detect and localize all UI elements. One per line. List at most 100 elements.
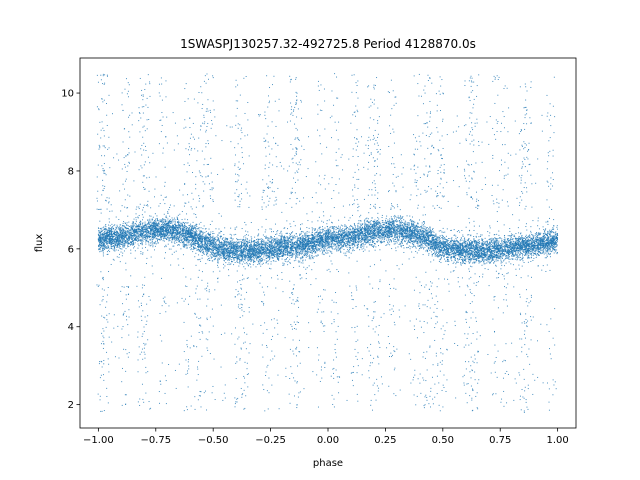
data-point — [536, 242, 538, 244]
data-point — [279, 244, 281, 246]
data-point — [263, 242, 265, 244]
data-point — [368, 227, 370, 229]
data-point — [330, 237, 332, 239]
data-point — [193, 243, 195, 245]
data-point — [385, 244, 387, 246]
data-point — [317, 229, 319, 231]
data-point — [245, 249, 247, 251]
data-point — [414, 245, 416, 247]
data-point — [519, 245, 521, 247]
data-point — [197, 234, 199, 236]
data-point — [319, 249, 321, 251]
data-point — [312, 242, 314, 244]
data-point — [449, 253, 451, 255]
data-point — [366, 227, 368, 229]
data-point — [529, 240, 531, 242]
data-point — [468, 253, 470, 255]
data-point — [442, 239, 444, 241]
data-point — [474, 249, 476, 251]
data-point — [395, 234, 397, 236]
data-point — [455, 237, 457, 239]
data-point — [240, 249, 242, 251]
data-point — [188, 233, 190, 235]
data-point — [478, 239, 480, 241]
data-point — [189, 228, 191, 230]
data-point — [436, 246, 438, 248]
data-point — [197, 241, 199, 243]
data-point — [234, 246, 236, 248]
data-point — [329, 239, 331, 241]
data-point — [509, 248, 511, 250]
data-point — [342, 241, 344, 243]
data-point — [168, 238, 170, 240]
data-point — [538, 237, 540, 239]
data-point — [241, 241, 243, 243]
data-point — [430, 242, 432, 244]
data-point — [224, 241, 226, 243]
data-point — [143, 230, 145, 232]
data-point — [366, 242, 368, 244]
data-point — [418, 230, 420, 232]
data-point — [100, 227, 102, 229]
data-point — [535, 247, 537, 249]
data-point — [228, 246, 230, 248]
data-point — [367, 240, 369, 242]
data-point — [108, 229, 110, 231]
data-point — [118, 239, 120, 241]
data-point — [345, 235, 347, 237]
data-point — [466, 251, 468, 253]
data-point — [524, 243, 526, 245]
data-point — [176, 229, 178, 231]
data-point — [393, 221, 395, 223]
data-point — [273, 243, 275, 245]
data-point — [370, 235, 372, 237]
data-point — [486, 262, 488, 264]
data-point — [309, 242, 311, 244]
data-point — [240, 253, 242, 255]
data-point — [429, 234, 431, 236]
data-point — [306, 252, 308, 254]
data-point — [133, 235, 135, 237]
data-point — [490, 244, 492, 246]
data-point — [513, 254, 515, 256]
data-point — [258, 249, 260, 251]
data-point — [236, 253, 238, 255]
data-point — [414, 228, 416, 230]
data-point — [135, 232, 137, 234]
data-point — [555, 236, 557, 238]
data-point — [215, 239, 217, 241]
data-point — [147, 222, 149, 224]
data-point — [166, 227, 168, 229]
data-point — [158, 222, 160, 224]
data-point — [225, 237, 227, 239]
data-point — [100, 238, 102, 240]
data-point — [118, 240, 120, 242]
data-point — [388, 228, 390, 230]
data-point — [157, 240, 159, 242]
data-point — [549, 239, 551, 241]
data-point — [463, 249, 465, 251]
data-point — [492, 257, 494, 259]
data-point — [443, 255, 445, 257]
data-point — [454, 257, 456, 259]
data-point — [239, 260, 241, 262]
data-point — [321, 229, 323, 231]
data-point — [427, 246, 429, 248]
data-point — [431, 236, 433, 238]
data-point — [409, 219, 411, 221]
data-point — [217, 258, 219, 260]
data-point — [315, 240, 317, 242]
data-point — [291, 246, 293, 248]
data-point — [428, 244, 430, 246]
data-point — [443, 243, 445, 245]
data-point — [161, 222, 163, 224]
data-point — [268, 254, 270, 256]
data-point — [175, 229, 177, 231]
data-point — [269, 240, 271, 242]
data-point — [261, 241, 263, 243]
data-point — [167, 226, 169, 228]
data-point — [329, 233, 331, 235]
data-point — [528, 251, 530, 253]
data-point — [501, 240, 503, 242]
data-point — [243, 248, 245, 250]
